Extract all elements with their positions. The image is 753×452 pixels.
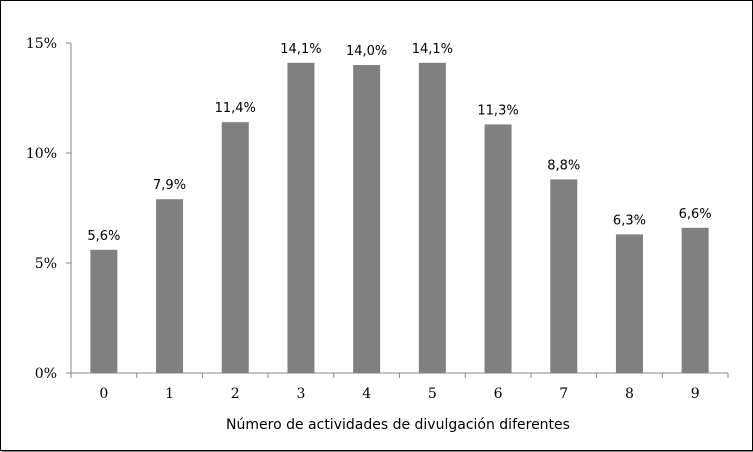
- bar-series: [90, 62, 709, 374]
- y-tick-label: 10%: [26, 146, 57, 162]
- bar-5: [418, 62, 446, 374]
- x-tick-label-2: 2: [231, 386, 240, 402]
- x-tick-label-7: 7: [559, 386, 568, 402]
- bar-3: [287, 62, 315, 374]
- bar-4: [353, 65, 381, 373]
- x-tick-label-1: 1: [165, 386, 174, 402]
- data-label-8: 6,3%: [613, 213, 646, 228]
- x-tick-label-9: 9: [691, 386, 700, 402]
- x-tick-label-0: 0: [99, 386, 108, 402]
- bar-6: [484, 124, 512, 374]
- bar-1: [156, 199, 184, 373]
- bar-8: [615, 234, 643, 373]
- data-label-0: 5,6%: [87, 229, 120, 244]
- bar-7: [550, 179, 578, 373]
- x-tick-label-6: 6: [494, 386, 503, 402]
- data-label-7: 8,8%: [547, 158, 580, 173]
- y-tick-label: 15%: [26, 36, 57, 52]
- bar-0: [90, 249, 118, 373]
- x-axis-title: Número de actividades de divulgación dif…: [226, 417, 570, 433]
- data-label-3: 14,1%: [280, 42, 321, 57]
- data-label-6: 11,3%: [477, 103, 518, 118]
- bar-9: [681, 227, 709, 373]
- data-label-2: 11,4%: [215, 101, 256, 116]
- data-label-4: 14,0%: [346, 44, 387, 59]
- data-label-9: 6,6%: [679, 207, 712, 222]
- data-labels: 5,6% 7,9% 11,4% 14,1% 14,0% 14,1% 11,3% 8,8% 6,3…: [87, 42, 711, 244]
- x-tick-label-5: 5: [428, 386, 437, 402]
- y-tick-label: 0%: [35, 366, 57, 382]
- data-label-5: 14,1%: [412, 42, 453, 57]
- y-tick-label: 5%: [35, 256, 57, 272]
- x-tick-label-8: 8: [625, 386, 634, 402]
- y-axis: 0% 5% 10% 15%: [26, 36, 72, 382]
- bar-2: [221, 122, 249, 373]
- x-tick-label-4: 4: [362, 386, 371, 402]
- x-tick-label-3: 3: [296, 386, 305, 402]
- x-axis: 0 1 2 3 4 5 6 7 8 9: [70, 372, 729, 402]
- data-label-1: 7,9%: [153, 178, 186, 193]
